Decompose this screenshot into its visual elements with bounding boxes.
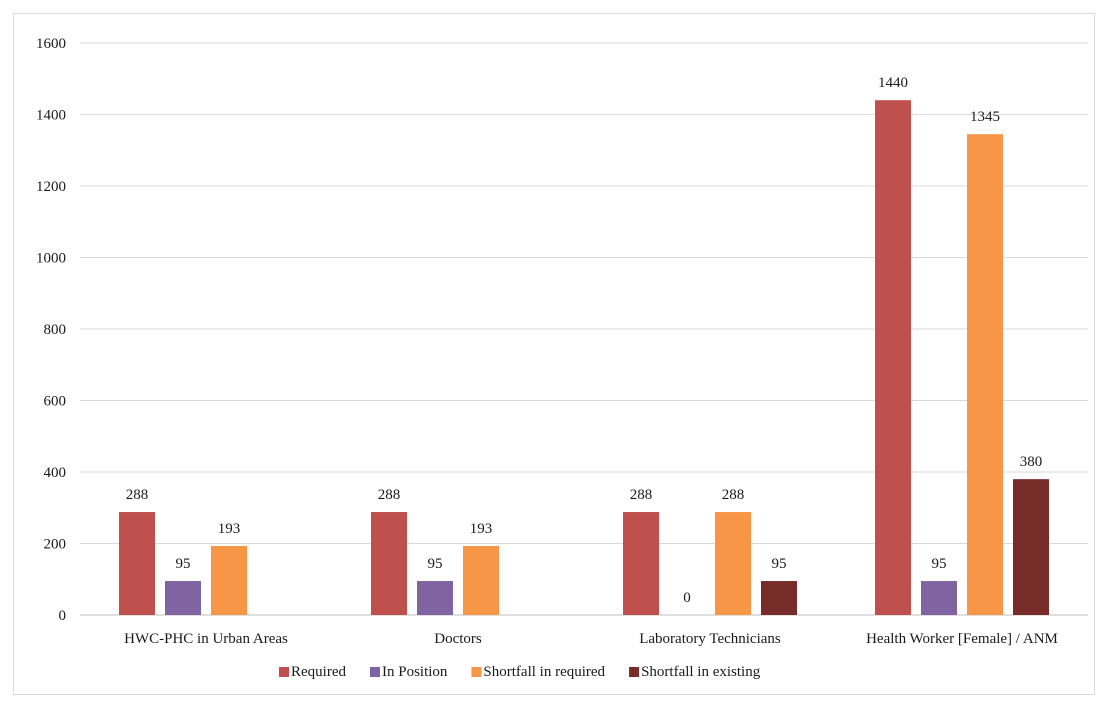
y-tick-label: 1400 bbox=[36, 108, 66, 124]
category-label: Doctors bbox=[434, 631, 482, 647]
data-label: 288 bbox=[378, 487, 401, 503]
y-tick-label: 600 bbox=[44, 394, 67, 410]
data-label: 193 bbox=[218, 521, 241, 537]
category-label: HWC-PHC in Urban Areas bbox=[124, 631, 288, 647]
data-label: 95 bbox=[176, 556, 191, 572]
y-tick-label: 1200 bbox=[36, 179, 66, 195]
y-tick-label: 1000 bbox=[36, 251, 66, 267]
data-label: 95 bbox=[932, 556, 947, 572]
bar-shortfall-in-required bbox=[463, 546, 499, 615]
bar-required bbox=[371, 512, 407, 615]
bars bbox=[119, 100, 1049, 615]
data-label: 0 bbox=[683, 590, 691, 606]
bar-shortfall-in-required bbox=[715, 512, 751, 615]
bar-in-position bbox=[417, 581, 453, 615]
bar-required bbox=[119, 512, 155, 615]
gridlines bbox=[80, 42, 1088, 616]
x-axis-categories: HWC-PHC in Urban Areas Doctors Laboratory … bbox=[124, 631, 1058, 647]
legend: Required In Position Shortfall in required… bbox=[279, 664, 761, 680]
legend-label: In Position bbox=[382, 664, 448, 680]
data-label: 193 bbox=[470, 521, 493, 537]
data-label: 1440 bbox=[878, 75, 908, 91]
legend-swatch bbox=[369, 667, 380, 677]
data-label: 95 bbox=[772, 556, 787, 572]
data-label: 288 bbox=[630, 487, 653, 503]
y-tick-label: 0 bbox=[59, 608, 67, 624]
y-axis-ticks: 0 200 400 600 800 1000 1200 1400 1600 bbox=[36, 36, 66, 624]
data-label: 288 bbox=[126, 487, 149, 503]
legend-swatch bbox=[629, 667, 640, 677]
legend-label: Required bbox=[291, 664, 346, 680]
bar-shortfall-in-existing bbox=[1013, 479, 1049, 615]
data-label: 1345 bbox=[970, 109, 1000, 125]
y-tick-label: 800 bbox=[44, 322, 67, 338]
y-tick-label: 1600 bbox=[36, 36, 66, 52]
bar-required bbox=[623, 512, 659, 615]
legend-swatch bbox=[471, 667, 482, 677]
legend-label: Shortfall in existing bbox=[641, 664, 761, 680]
data-labels: 288 95 193 288 95 193 288 0 288 95 1440 95 1345 380 bbox=[126, 75, 1043, 606]
bar-in-position bbox=[165, 581, 201, 615]
bar-required bbox=[875, 100, 911, 615]
bar-shortfall-in-existing bbox=[761, 581, 797, 615]
legend-label: Shortfall in required bbox=[483, 664, 605, 680]
bar-shortfall-in-required bbox=[967, 134, 1003, 615]
data-label: 288 bbox=[722, 487, 745, 503]
y-tick-label: 200 bbox=[44, 537, 67, 553]
bar-in-position bbox=[921, 581, 957, 615]
y-tick-label: 400 bbox=[44, 465, 67, 481]
legend-swatch bbox=[279, 667, 289, 677]
category-label: Health Worker [Female] / ANM bbox=[866, 631, 1058, 647]
data-label: 380 bbox=[1020, 454, 1043, 470]
data-label: 95 bbox=[428, 556, 443, 572]
bar-shortfall-in-required bbox=[211, 546, 247, 615]
category-label: Laboratory Technicians bbox=[639, 631, 781, 647]
